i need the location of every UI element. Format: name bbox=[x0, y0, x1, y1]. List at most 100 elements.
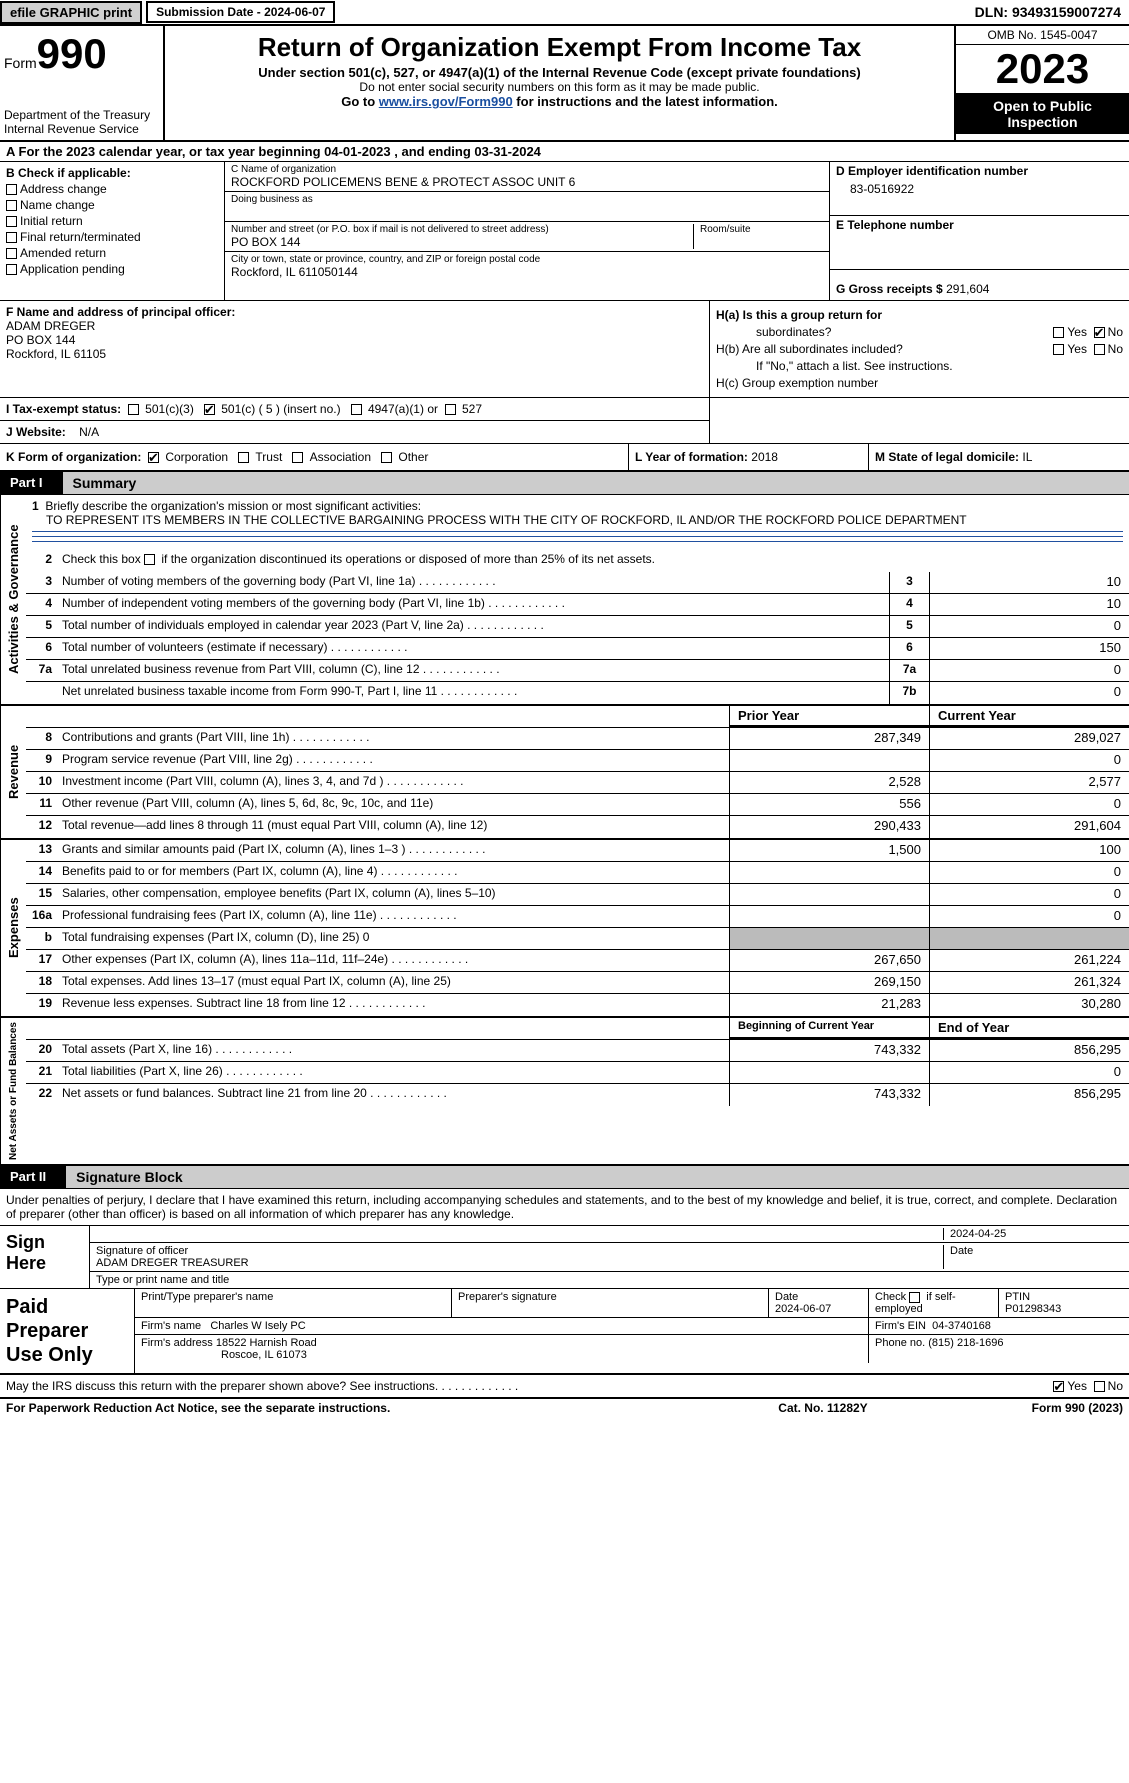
line15-prior bbox=[729, 884, 929, 905]
hb-note: If "No," attach a list. See instructions… bbox=[716, 359, 953, 373]
box-b: B Check if applicable: Address change Na… bbox=[0, 162, 225, 300]
box-l-label: L Year of formation: bbox=[635, 450, 748, 464]
type-print-label: Type or print name and title bbox=[90, 1272, 1129, 1288]
line1-desc: Briefly describe the organization's miss… bbox=[45, 499, 421, 513]
firm-ein-label: Firm's EIN bbox=[875, 1320, 926, 1332]
line7b-val: 0 bbox=[929, 682, 1129, 704]
chk-4947[interactable] bbox=[351, 404, 362, 415]
line13-prior: 1,500 bbox=[729, 840, 929, 861]
subtitle-2: Do not enter social security numbers on … bbox=[173, 80, 946, 94]
lbl-501c3: 501(c)(3) bbox=[145, 402, 194, 416]
line10-desc: Investment income (Part VIII, column (A)… bbox=[58, 772, 729, 793]
chk-corp[interactable] bbox=[148, 452, 159, 463]
line12-desc: Total revenue—add lines 8 through 11 (mu… bbox=[58, 816, 729, 838]
box-b-label: B Check if applicable: bbox=[6, 166, 218, 180]
chk-discontinued[interactable] bbox=[144, 554, 155, 565]
governance-section: Activities & Governance 1 Briefly descri… bbox=[0, 495, 1129, 706]
lbl-4947: 4947(a)(1) or bbox=[368, 402, 438, 416]
irs-link[interactable]: www.irs.gov/Form990 bbox=[379, 94, 513, 109]
prep-date: 2024-06-07 bbox=[775, 1303, 831, 1315]
hc-label: H(c) Group exemption number bbox=[716, 376, 878, 390]
box-i-label: I Tax-exempt status: bbox=[6, 402, 121, 416]
chk-initial-return[interactable] bbox=[6, 216, 17, 227]
sig-officer-label: Signature of officer bbox=[96, 1245, 188, 1257]
chk-assoc[interactable] bbox=[292, 452, 303, 463]
self-employed-label: Check if self-employed bbox=[875, 1291, 956, 1315]
line21-desc: Total liabilities (Part X, line 26) bbox=[58, 1062, 729, 1083]
net-assets-section: Net Assets or Fund Balances Beginning of… bbox=[0, 1018, 1129, 1166]
line3-num: 3 bbox=[26, 572, 58, 593]
chk-hb-no[interactable] bbox=[1094, 344, 1105, 355]
chk-amended-return[interactable] bbox=[6, 248, 17, 259]
chk-trust[interactable] bbox=[238, 452, 249, 463]
sidebar-governance: Activities & Governance bbox=[0, 495, 26, 704]
chk-discuss-yes[interactable] bbox=[1053, 1381, 1064, 1392]
form-990: 990 bbox=[37, 30, 107, 77]
line12-prior: 290,433 bbox=[729, 816, 929, 838]
topbar: efile GRAPHIC print Submission Date - 20… bbox=[0, 0, 1129, 26]
line20-end: 856,295 bbox=[929, 1040, 1129, 1061]
chk-501c3[interactable] bbox=[128, 404, 139, 415]
firm-phone: (815) 218-1696 bbox=[928, 1337, 1003, 1349]
line16a-prior bbox=[729, 906, 929, 927]
mission-text: TO REPRESENT ITS MEMBERS IN THE COLLECTI… bbox=[32, 513, 967, 527]
line3-box: 3 bbox=[889, 572, 929, 593]
line12-num: 12 bbox=[26, 816, 58, 838]
line19-current: 30,280 bbox=[929, 994, 1129, 1016]
entity-info-row: B Check if applicable: Address change Na… bbox=[0, 162, 1129, 301]
line18-prior: 269,150 bbox=[729, 972, 929, 993]
chk-name-change[interactable] bbox=[6, 200, 17, 211]
line11-prior: 556 bbox=[729, 794, 929, 815]
chk-ha-no[interactable] bbox=[1094, 327, 1105, 338]
line19-desc: Revenue less expenses. Subtract line 18 … bbox=[58, 994, 729, 1016]
name-label: C Name of organization bbox=[231, 164, 823, 175]
form-title: Return of Organization Exempt From Incom… bbox=[173, 32, 946, 63]
col-prior: Prior Year bbox=[729, 706, 929, 727]
line4-desc: Number of independent voting members of … bbox=[58, 594, 889, 615]
line6-desc: Total number of volunteers (estimate if … bbox=[58, 638, 889, 659]
chk-address-change[interactable] bbox=[6, 184, 17, 195]
goto-post: for instructions and the latest informat… bbox=[513, 94, 778, 109]
box-m-label: M State of legal domicile: bbox=[875, 450, 1019, 464]
line9-desc: Program service revenue (Part VIII, line… bbox=[58, 750, 729, 771]
chk-final-return[interactable] bbox=[6, 232, 17, 243]
dept-treasury: Department of the Treasury Internal Reve… bbox=[4, 108, 159, 136]
chk-527[interactable] bbox=[445, 404, 456, 415]
line3-desc: Number of voting members of the governin… bbox=[58, 572, 889, 593]
lbl-corp: Corporation bbox=[165, 450, 228, 464]
chk-other[interactable] bbox=[381, 452, 392, 463]
chk-discuss-no[interactable] bbox=[1094, 1381, 1105, 1392]
chk-501c[interactable] bbox=[204, 404, 215, 415]
line21-begin bbox=[729, 1062, 929, 1083]
firm-addr2: Roscoe, IL 61073 bbox=[141, 1349, 307, 1361]
box-f-label: F Name and address of principal officer: bbox=[6, 305, 703, 319]
chk-self-employed[interactable] bbox=[909, 1292, 920, 1303]
officer-sig-name: ADAM DREGER TREASURER bbox=[96, 1257, 249, 1269]
chk-ha-yes[interactable] bbox=[1053, 327, 1064, 338]
line17-current: 261,224 bbox=[929, 950, 1129, 971]
firm-ein: 04-3740168 bbox=[932, 1320, 991, 1332]
chk-hb-yes[interactable] bbox=[1053, 344, 1064, 355]
firm-name: Charles W Isely PC bbox=[210, 1320, 305, 1332]
ein-label: D Employer identification number bbox=[836, 164, 1123, 178]
submission-date: Submission Date - 2024-06-07 bbox=[146, 1, 335, 23]
line16b-desc: Total fundraising expenses (Part IX, col… bbox=[58, 928, 729, 949]
line8-desc: Contributions and grants (Part VIII, lin… bbox=[58, 728, 729, 749]
discuss-row: May the IRS discuss this return with the… bbox=[0, 1375, 1129, 1399]
line22-end: 856,295 bbox=[929, 1084, 1129, 1106]
firm-phone-label: Phone no. bbox=[875, 1337, 925, 1349]
line10-prior: 2,528 bbox=[729, 772, 929, 793]
efile-print-button[interactable]: efile GRAPHIC print bbox=[0, 1, 142, 24]
paperwork-notice: For Paperwork Reduction Act Notice, see … bbox=[6, 1401, 723, 1415]
line19-num: 19 bbox=[26, 994, 58, 1016]
paid-preparer-row: Paid Preparer Use Only Print/Type prepar… bbox=[0, 1289, 1129, 1375]
chk-app-pending[interactable] bbox=[6, 264, 17, 275]
line8-num: 8 bbox=[26, 728, 58, 749]
line14-current: 0 bbox=[929, 862, 1129, 883]
line5-num: 5 bbox=[26, 616, 58, 637]
part1-title: Summary bbox=[63, 472, 1129, 494]
footer: For Paperwork Reduction Act Notice, see … bbox=[0, 1399, 1129, 1417]
line6-num: 6 bbox=[26, 638, 58, 659]
line16a-desc: Professional fundraising fees (Part IX, … bbox=[58, 906, 729, 927]
city-value: Rockford, IL 611050144 bbox=[231, 265, 823, 279]
